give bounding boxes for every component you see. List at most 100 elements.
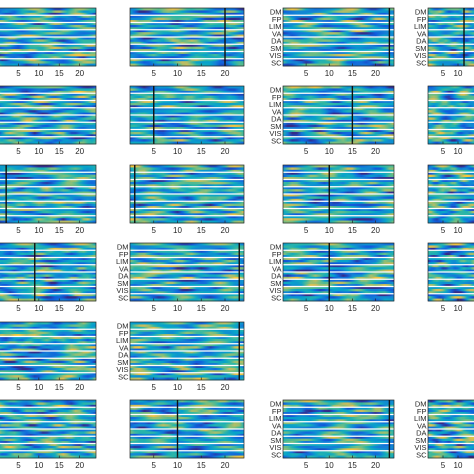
heatmap-row	[0, 267, 96, 270]
network-label: DM	[415, 8, 427, 17]
heatmap-row	[0, 39, 96, 43]
heatmap-row	[130, 220, 244, 224]
heatmap-row	[283, 110, 394, 113]
heatmap-row	[0, 257, 96, 261]
heatmap-row	[0, 402, 96, 406]
heatmap-row	[283, 112, 394, 116]
heatmap-row	[283, 421, 394, 425]
heatmap-row	[283, 298, 394, 302]
heatmap-row	[283, 296, 394, 299]
heatmap-row	[428, 86, 474, 89]
heatmap-row	[0, 455, 96, 459]
heatmap-row	[130, 194, 244, 197]
heatmap-row	[283, 196, 394, 200]
heatmap-row	[283, 189, 394, 192]
heatmap-row	[130, 56, 244, 60]
heatmap-row	[283, 250, 394, 254]
heatmap-row	[283, 400, 394, 403]
heatmap-row	[283, 247, 394, 251]
heatmap-row	[428, 169, 474, 173]
heatmap-row	[130, 377, 244, 381]
heatmap-row	[0, 324, 96, 328]
x-tick-label: 20	[371, 461, 380, 470]
heatmap-row	[283, 448, 394, 452]
heatmap-row	[0, 421, 96, 425]
heatmap-row	[130, 15, 244, 19]
heatmap-row	[283, 194, 394, 197]
x-tick-label: 20	[75, 304, 84, 313]
heatmap-row	[130, 243, 244, 246]
heatmap-row	[130, 24, 244, 28]
heatmap-row	[130, 259, 244, 263]
heatmap-row	[130, 110, 244, 113]
x-tick-label: 20	[371, 304, 380, 313]
heatmap-row	[130, 90, 244, 94]
heatmap-row	[0, 27, 96, 31]
heatmap-row	[130, 426, 244, 430]
heatmap-row	[283, 409, 394, 413]
heatmap-row	[0, 436, 96, 440]
x-tick-label: 5	[16, 461, 21, 470]
x-tick-label: 10	[173, 147, 182, 156]
heatmap-row	[0, 134, 96, 138]
heatmap-row	[428, 433, 474, 437]
heatmap-row	[283, 288, 394, 292]
panel-frame	[0, 399, 97, 459]
heatmap-row	[428, 46, 474, 50]
x-tick-label: 5	[152, 304, 157, 313]
x-tick-label: 10	[173, 461, 182, 470]
heatmap-row	[0, 32, 96, 35]
heatmap-row	[130, 355, 244, 359]
heatmap-row	[130, 119, 244, 123]
network-label: FP	[119, 329, 129, 338]
panel-r6c1: 5 10 15 20	[0, 399, 97, 470]
heatmap-row	[130, 348, 244, 352]
heatmap-row	[428, 284, 474, 287]
heatmap-row	[130, 12, 244, 16]
network-label: SM	[415, 44, 426, 53]
network-label: VA	[417, 421, 426, 430]
heatmap-row	[130, 279, 244, 283]
x-tick-label: 20	[75, 226, 84, 235]
heatmap-row	[428, 445, 474, 449]
heatmap-row	[283, 88, 394, 92]
network-label: LIM	[414, 414, 427, 423]
network-label: VIS	[269, 443, 281, 452]
heatmap-row	[428, 12, 474, 16]
heatmap-row	[0, 416, 96, 420]
heatmap-row	[130, 272, 244, 275]
heatmap-row	[130, 291, 244, 295]
network-label: VA	[272, 264, 281, 273]
heatmap-row	[130, 169, 244, 173]
x-tick-label: 20	[221, 304, 230, 313]
network-label: DA	[416, 429, 426, 438]
x-tick-label: 10	[454, 226, 463, 235]
heatmap-row	[428, 95, 474, 99]
x-tick-label: 15	[197, 226, 206, 235]
heatmap-row	[283, 272, 394, 275]
heatmap-row	[283, 402, 394, 406]
heatmap-row	[0, 453, 96, 456]
heatmap-row	[428, 119, 474, 123]
heatmap-row	[130, 122, 244, 126]
heatmap-row	[283, 264, 394, 268]
heatmap-row	[0, 46, 96, 50]
heatmap-row	[0, 419, 96, 423]
heatmap-row	[428, 191, 474, 195]
heatmap-row	[283, 455, 394, 459]
heatmap-row	[0, 186, 96, 190]
heatmap-row	[0, 429, 96, 432]
heatmap-row	[130, 450, 244, 454]
x-tick-label: 15	[55, 69, 64, 78]
heatmap-row	[0, 255, 96, 258]
heatmap-row	[428, 90, 474, 94]
heatmap-row	[0, 95, 96, 99]
heatmap-row	[130, 208, 244, 212]
heatmap-row	[428, 41, 474, 45]
heatmap-row	[0, 122, 96, 126]
heatmap-row	[0, 196, 96, 200]
heatmap-row	[0, 51, 96, 55]
x-tick-label: 5	[152, 147, 157, 156]
heatmap-row	[283, 218, 394, 221]
heatmap-row	[428, 421, 474, 425]
